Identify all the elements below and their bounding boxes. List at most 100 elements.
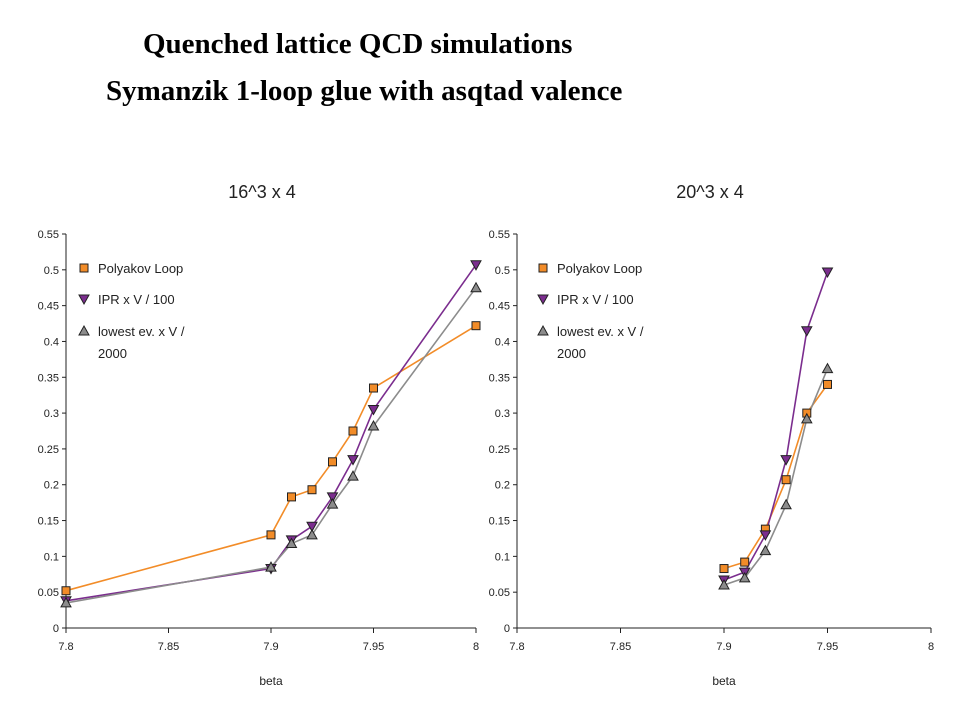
y-tick-label: 0.45: [489, 301, 510, 313]
x-axis-label: beta: [712, 674, 736, 688]
y-tick-label: 0.25: [489, 444, 510, 456]
data-point-series-1: [287, 492, 296, 502]
data-point-series-1: [328, 457, 337, 467]
chart-panel-2: 20^3 x 4 0 0.05 0.1 0.15 0.2 0.25 0.3 0.35 0.4 0.4…: [489, 182, 934, 688]
data-point-series-3: [367, 419, 380, 431]
x-tick-label: 7.85: [610, 641, 631, 653]
data-point-series-3: [738, 571, 751, 583]
data-point-series-3: [347, 470, 359, 481]
data-point-series-1: [266, 530, 276, 540]
series-line-3: [65, 287, 477, 604]
y-tick-label: 0.35: [489, 372, 510, 384]
slide-title-line-2: Symanzik 1-loop glue with asqtad valence: [106, 75, 623, 107]
data-point-series-3: [759, 544, 772, 556]
legend: Polyakov Loop IPR x V / 100 lowest ev. x V…: [78, 261, 185, 361]
data-point-series-3: [780, 498, 792, 510]
legend: Polyakov Loop IPR x V / 100 lowest ev. x V…: [537, 261, 644, 361]
y-tick-label: 0.35: [38, 372, 59, 384]
data-point-series-1: [719, 564, 729, 574]
slide-title-line-1: Quenched lattice QCD simulations: [143, 28, 573, 60]
y-tick-label: 0.05: [38, 587, 59, 599]
data-point-series-2: [470, 260, 482, 271]
y-tick-label: 0.15: [38, 516, 59, 528]
chart-title: 20^3 x 4: [676, 182, 744, 202]
legend-marker: [537, 294, 549, 306]
series-line-3: [723, 368, 829, 586]
data-point-series-3: [306, 528, 318, 540]
chart-panel-1: 16^3 x 4 0 0.05 0.1 0.15 0.2 0.25 0.3 0.35 0.4 0.4…: [38, 182, 482, 688]
x-tick-label: 7.95: [363, 641, 384, 653]
x-tick-label: 7.9: [263, 641, 278, 653]
legend-label: Polyakov Loop: [557, 261, 642, 276]
chart-title: 16^3 x 4: [228, 182, 296, 202]
legend-marker: [79, 263, 89, 273]
y-tick-label: 0.05: [489, 587, 510, 599]
legend-label: IPR x V / 100: [98, 292, 175, 307]
legend-marker: [538, 263, 548, 273]
data-point-series-3: [285, 537, 298, 548]
data-point-series-2: [759, 530, 772, 541]
data-point-series-3: [718, 578, 730, 590]
y-tick-label: 0.1: [44, 551, 59, 563]
x-tick-label: 8: [928, 641, 934, 653]
data-point-series-3: [821, 362, 834, 374]
data-point-series-2: [347, 455, 359, 466]
legend-label: IPR x V / 100: [557, 292, 634, 307]
data-point-series-1: [740, 557, 750, 567]
y-tick-label: 0.4: [44, 336, 59, 348]
y-tick-label: 0.3: [495, 408, 510, 420]
y-tick-label: 0.4: [495, 336, 510, 348]
series-line-2: [723, 271, 829, 581]
legend-marker: [537, 324, 549, 336]
data-point-series-2: [780, 455, 792, 466]
x-tick-label: 8: [473, 641, 479, 653]
data-point-series-3: [470, 281, 482, 293]
legend-label: lowest ev. x V /: [557, 324, 644, 339]
data-point-series-2: [306, 521, 318, 533]
data-point-series-1: [307, 485, 317, 495]
data-point-series-1: [369, 383, 378, 393]
data-point-series-3: [60, 596, 72, 608]
legend-marker: [78, 294, 90, 306]
y-tick-label: 0: [504, 623, 510, 635]
data-point-series-2: [367, 405, 380, 416]
x-tick-label: 7.85: [158, 641, 179, 653]
series-line-1: [723, 383, 829, 570]
legend-label-cont: 2000: [557, 346, 586, 361]
y-tick-label: 0.55: [489, 229, 510, 241]
legend-label-cont: 2000: [98, 346, 127, 361]
x-tick-label: 7.9: [716, 641, 731, 653]
data-point-series-2: [821, 267, 834, 278]
data-point-series-2: [800, 326, 813, 337]
x-tick-label: 7.8: [509, 641, 524, 653]
x-tick-label: 7.95: [817, 641, 838, 653]
data-point-series-3: [800, 412, 813, 424]
legend-marker: [78, 324, 90, 336]
data-point-series-3: [326, 498, 339, 509]
y-tick-label: 0.55: [38, 229, 59, 241]
data-point-series-3: [265, 561, 277, 572]
y-tick-label: 0.15: [489, 516, 510, 528]
data-point-series-2: [326, 492, 339, 503]
legend-label: Polyakov Loop: [98, 261, 183, 276]
y-tick-label: 0.1: [495, 551, 510, 563]
x-tick-label: 7.8: [58, 641, 73, 653]
y-tick-label: 0.5: [495, 265, 510, 277]
data-point-series-1: [348, 426, 358, 436]
x-axis-label: beta: [259, 674, 283, 688]
data-point-series-1: [61, 586, 71, 596]
y-tick-label: 0: [53, 623, 59, 635]
data-point-series-1: [823, 379, 832, 389]
series-line-2: [65, 264, 477, 602]
y-tick-label: 0.5: [44, 265, 59, 277]
y-tick-label: 0.25: [38, 444, 59, 456]
y-tick-label: 0.2: [44, 480, 59, 492]
y-tick-label: 0.2: [495, 480, 510, 492]
series-line-1: [65, 325, 477, 592]
legend-label: lowest ev. x V /: [98, 324, 185, 339]
y-tick-label: 0.3: [44, 408, 59, 420]
y-tick-label: 0.45: [38, 301, 59, 313]
data-point-series-1: [471, 321, 481, 331]
data-point-series-1: [781, 475, 791, 485]
